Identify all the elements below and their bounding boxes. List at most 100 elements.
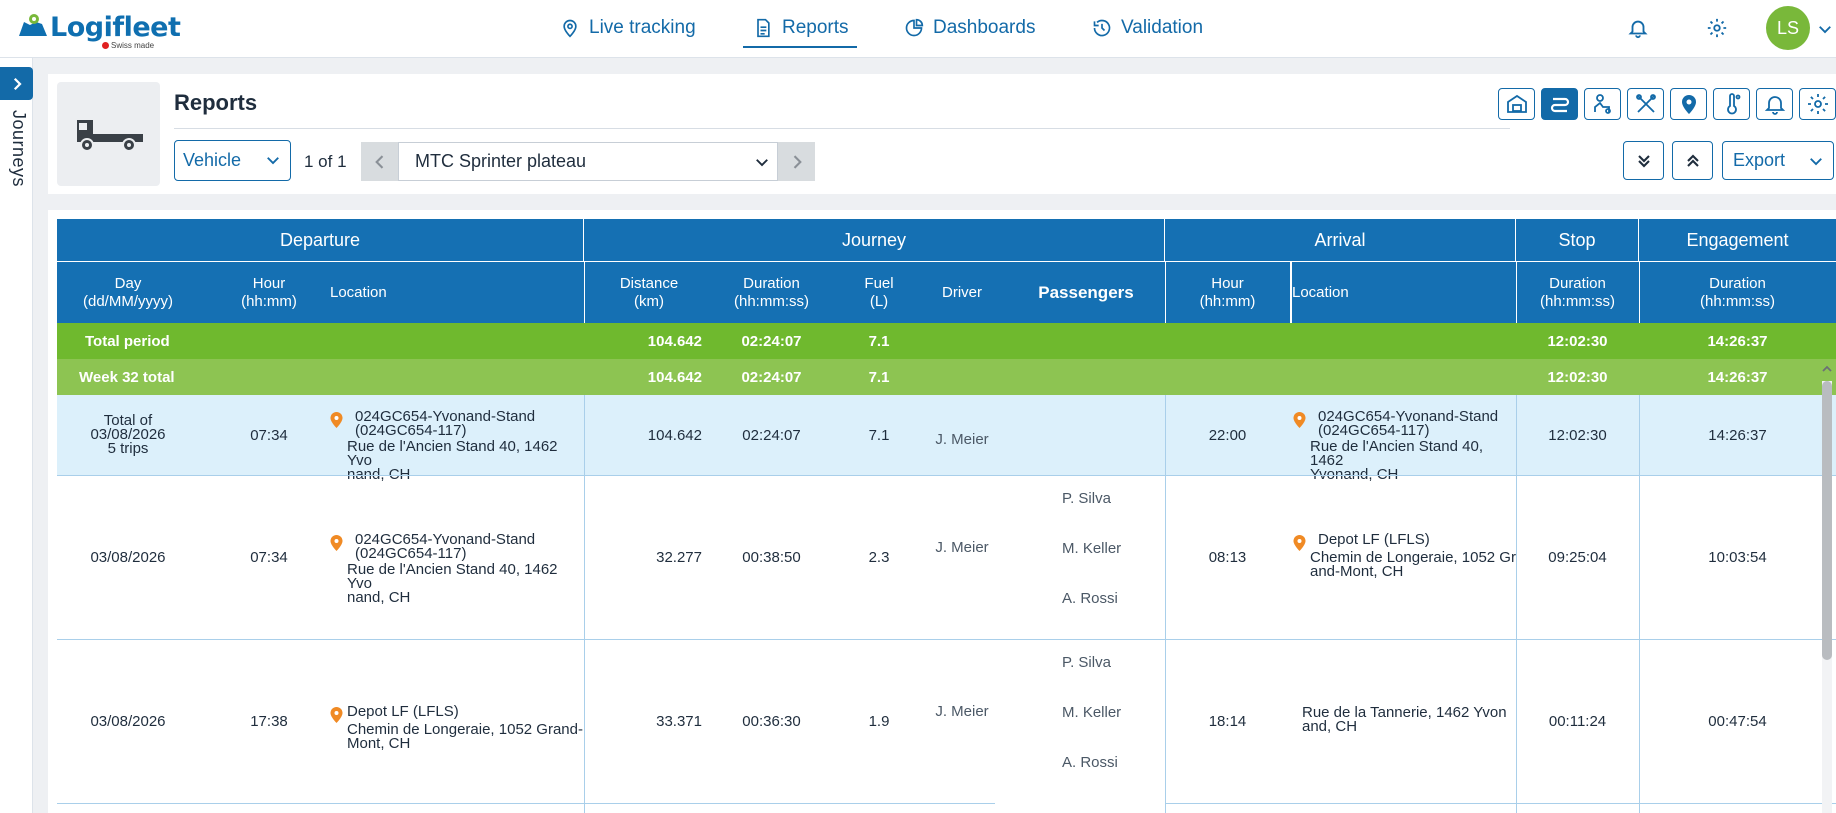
group-journey: Journey (584, 219, 1165, 261)
expand-all-button[interactable] (1623, 141, 1664, 180)
page-title: Reports (174, 90, 258, 115)
truck-icon (76, 120, 143, 152)
column-line (1639, 395, 1640, 813)
expand-sidebar-button[interactable] (0, 67, 33, 100)
row-distance: 33.371 (656, 713, 702, 730)
next-vehicle-button[interactable] (778, 142, 815, 181)
journeys-tab-label[interactable]: Journeys (9, 110, 29, 188)
nav-live-tracking[interactable]: Live tracking (560, 0, 696, 56)
bell-icon (1628, 20, 1648, 39)
departure-place: 024GC654-Yvonand-Stand (024GC654-117) (355, 408, 536, 439)
col-departure-day[interactable]: Day (dd/MM/yyyy) (57, 262, 199, 323)
row-divider (57, 475, 1836, 476)
col-arrival-location[interactable]: Location (1292, 262, 1516, 323)
total-period-row: Total period 104.642 02:24:07 7.1 12:02:… (57, 323, 1836, 359)
nav-reports[interactable]: Reports (743, 0, 857, 56)
row-fuel: 7.1 (868, 426, 890, 444)
page-indicator: 1 of 1 (304, 152, 347, 171)
table-row[interactable]: 03/08/2026 17:38 Depot LF (LFLS) Chemin … (57, 640, 1836, 803)
nav-dashboards[interactable]: Dashboards (904, 0, 1035, 56)
previous-vehicle-button[interactable] (361, 142, 398, 181)
table-row[interactable]: Total of 03/08/2026 5 trips 07:34 024GC6… (57, 395, 1836, 482)
total-period-label: Total period (85, 332, 170, 350)
row-distance: 104.642 (647, 426, 702, 444)
settings-icon (1807, 94, 1828, 114)
chevron-down-icon[interactable] (1816, 20, 1834, 38)
passenger-name: P. Silva (1062, 489, 1111, 507)
col-duration[interactable]: Duration (hh:mm:ss) (714, 262, 829, 323)
row-hour: 07:34 (250, 549, 288, 566)
nav-label: Reports (782, 17, 849, 38)
arrival-address: Rue de la Tannerie, 1462 Yvon and, CH (1302, 704, 1507, 735)
week-total-label: Week 32 total (79, 368, 175, 386)
row-fuel: 2.3 (868, 549, 890, 566)
nav-label: Validation (1121, 17, 1204, 38)
report-settings-button[interactable] (1799, 88, 1836, 120)
col-engagement-duration[interactable]: Duration (hh:mm:ss) (1639, 262, 1836, 323)
nav-validation[interactable]: Validation (1092, 0, 1203, 56)
route-report-button[interactable] (1541, 88, 1578, 120)
vehicle-type-select[interactable]: Vehicle (174, 140, 291, 181)
logifleet-logo[interactable]: Logifleet Swiss made (18, 10, 181, 52)
scrollbar-thumb[interactable] (1822, 381, 1832, 660)
col-distance[interactable]: Distance (km) (584, 262, 714, 323)
vehicle-select[interactable]: MTC Sprinter plateau (398, 142, 778, 181)
row-driver: J. Meier (935, 430, 989, 448)
alerts-report-button[interactable] (1756, 88, 1793, 120)
settings-button[interactable] (1703, 14, 1731, 42)
map-pin-icon (1293, 412, 1306, 428)
total-stop: 12:02:30 (1547, 332, 1608, 350)
row-departure-location: 024GC654-Yvonand-Stand (024GC654-117) Ru… (330, 532, 585, 605)
location-icon (1681, 95, 1696, 114)
col-departure-location[interactable]: Location (330, 262, 584, 323)
group-stop: Stop (1516, 219, 1639, 261)
map-pin-icon (1293, 535, 1306, 551)
col-passengers[interactable]: Passengers (1007, 262, 1165, 323)
map-pin-icon (330, 412, 343, 428)
col-stop-duration[interactable]: Duration (hh:mm:ss) (1516, 262, 1639, 323)
col-driver[interactable]: Driver (917, 262, 1007, 323)
collapse-all-button[interactable] (1672, 141, 1713, 180)
scroll-up-icon[interactable] (1821, 363, 1833, 375)
map-pin-icon (563, 19, 577, 38)
side-panel: Journeys (0, 58, 33, 813)
notifications-button[interactable] (1624, 14, 1652, 42)
location-report-button[interactable] (1670, 88, 1707, 120)
row-arrival-hour: 18:14 (1208, 713, 1247, 730)
arrival-place: Depot LF (LFLS) (1318, 531, 1430, 548)
week-total-row: Week 32 total 104.642 02:24:07 7.1 12:02… (57, 359, 1836, 395)
departure-address: Rue de l'Ancien Stand 40, 1462 Yvo nand,… (347, 438, 558, 483)
export-dropdown[interactable]: Export (1722, 141, 1834, 180)
temperature-report-button[interactable] (1713, 88, 1750, 120)
history-icon (1093, 19, 1111, 37)
header-divider (57, 261, 1836, 262)
user-avatar[interactable]: LS (1766, 6, 1810, 50)
row-driver: J. Meier (935, 703, 989, 720)
table-scrollbar[interactable] (1818, 359, 1836, 813)
driver-icon (1593, 94, 1611, 114)
garage-report-button[interactable] (1498, 88, 1535, 120)
table-row[interactable]: 03/08/2026 07:34 024GC654-Yvonand-Stand … (57, 476, 1836, 639)
week-distance: 104.642 (647, 368, 702, 386)
week-duration: 02:24:07 (741, 368, 802, 386)
row-duration: 00:36:30 (742, 713, 801, 730)
col-fuel[interactable]: Fuel (L) (829, 262, 929, 323)
column-line (1165, 395, 1166, 813)
driver-report-button[interactable] (1584, 88, 1621, 120)
thermometer-icon (1726, 93, 1740, 115)
col-separator (1639, 262, 1640, 323)
col-separator (584, 262, 585, 323)
col-departure-hour[interactable]: Hour (hh:mm) (199, 262, 339, 323)
row-engagement: 10:03:54 (1708, 549, 1767, 566)
report-header: Reports Vehicle 1 of 1 (48, 74, 1836, 194)
document-icon (757, 18, 770, 38)
passenger-name: A. Rossi (1062, 753, 1118, 771)
chevron-down-icon (756, 159, 768, 167)
brand-tagline: Swiss made (102, 41, 154, 50)
col-arrival-hour[interactable]: Hour (hh:mm) (1165, 262, 1290, 323)
row-duration: 00:38:50 (742, 549, 801, 566)
row-hour: 17:38 (250, 713, 288, 730)
divider (174, 128, 1510, 129)
tools-report-button[interactable] (1627, 88, 1664, 120)
